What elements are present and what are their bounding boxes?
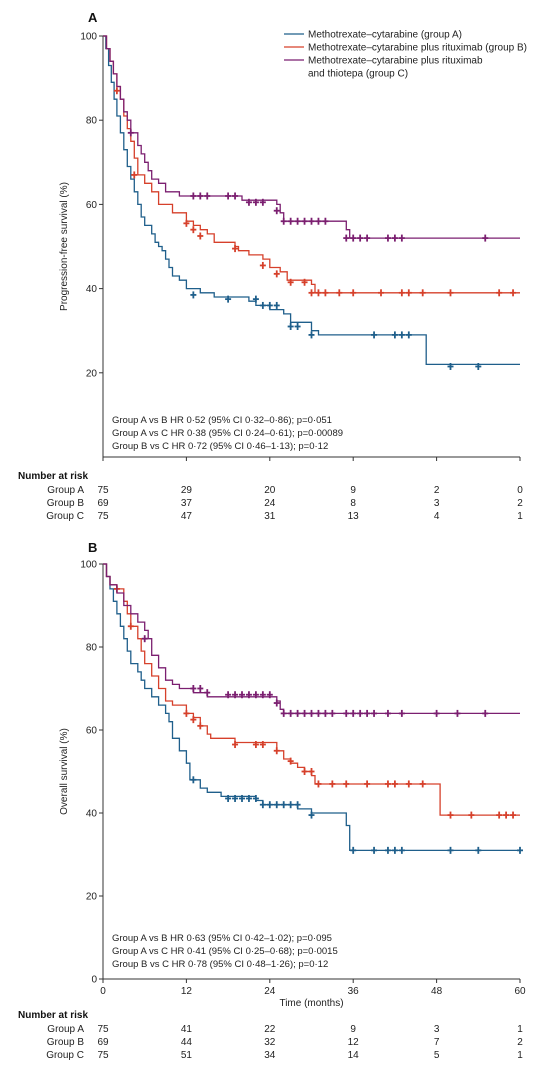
risk-value: 9 [350, 1024, 356, 1035]
risk-value: 75 [97, 1050, 109, 1061]
risk-value: 2 [517, 498, 523, 509]
risk-value: 32 [264, 1037, 276, 1048]
risk-value: 8 [350, 498, 356, 509]
risk-value: 31 [264, 511, 276, 522]
risk-table-title: Number at risk [18, 1010, 88, 1021]
survival-curve-group-C [103, 35, 520, 239]
risk-value: 4 [434, 511, 440, 522]
risk-value: 24 [264, 498, 276, 509]
risk-value: 1 [517, 1050, 523, 1061]
hazard-ratio-text: Group B vs C HR 0·78 (95% CI 0·48–1·26);… [112, 959, 328, 970]
risk-value: 1 [517, 1024, 523, 1035]
risk-value: 75 [97, 1024, 109, 1035]
risk-row-label: Group B [47, 498, 85, 509]
risk-value: 2 [434, 485, 440, 496]
y-tick-label: 20 [86, 892, 98, 903]
y-axis-title: Progression-free survival (%) [59, 182, 70, 311]
x-tick-label: 12 [181, 986, 193, 997]
risk-value: 20 [264, 485, 276, 496]
risk-value: 75 [97, 511, 109, 522]
y-tick-label: 20 [86, 368, 98, 379]
risk-table-title: Number at risk [18, 471, 88, 482]
legend-label-group-C: Methotrexate–cytarabine plus rituximab [308, 56, 483, 67]
risk-value: 7 [434, 1037, 440, 1048]
legend-label-group-B: Methotrexate–cytarabine plus rituximab (… [308, 43, 527, 54]
risk-value: 47 [181, 511, 193, 522]
panel-letter: B [88, 540, 97, 555]
risk-value: 34 [264, 1050, 276, 1061]
y-tick-label: 0 [91, 975, 97, 986]
risk-value: 3 [434, 498, 440, 509]
risk-value: 29 [181, 485, 193, 496]
risk-row-label: Group A [47, 485, 84, 496]
risk-value: 69 [97, 498, 109, 509]
legend-label-group-C: and thiotepa (group C) [308, 69, 408, 80]
hazard-ratio-text: Group A vs C HR 0·41 (95% CI 0·25–0·68);… [112, 946, 338, 957]
risk-row-label: Group C [46, 511, 84, 522]
risk-value: 3 [434, 1024, 440, 1035]
survival-curve-group-A [103, 35, 520, 366]
survival-curve-group-C [103, 563, 520, 715]
x-tick-label: 24 [264, 986, 276, 997]
risk-value: 44 [181, 1037, 193, 1048]
risk-row-label: Group C [46, 1050, 84, 1061]
y-tick-label: 60 [86, 726, 98, 737]
x-tick-label: 0 [100, 986, 106, 997]
risk-value: 1 [517, 511, 523, 522]
risk-value: 13 [348, 511, 360, 522]
risk-row-label: Group A [47, 1024, 84, 1035]
legend-label-group-A: Methotrexate–cytarabine (group A) [308, 30, 462, 41]
y-tick-label: 80 [86, 643, 98, 654]
survival-curve-group-A [103, 563, 520, 852]
x-axis-title: Time (months) [279, 998, 343, 1009]
hazard-ratio-text: Group B vs C HR 0·72 (95% CI 0·46–1·13);… [112, 441, 328, 452]
hazard-ratio-text: Group A vs B HR 0·63 (95% CI 0·42–1·02);… [112, 933, 332, 944]
y-tick-label: 100 [80, 560, 97, 571]
y-tick-label: 60 [86, 200, 98, 211]
risk-value: 9 [350, 485, 356, 496]
risk-value: 41 [181, 1024, 193, 1035]
y-tick-label: 40 [86, 809, 98, 820]
x-tick-label: 60 [514, 986, 526, 997]
x-tick-label: 36 [348, 986, 360, 997]
survival-curve-group-B [103, 563, 520, 816]
risk-value: 14 [348, 1050, 360, 1061]
risk-value: 5 [434, 1050, 440, 1061]
risk-value: 2 [517, 1037, 523, 1048]
risk-value: 22 [264, 1024, 276, 1035]
risk-value: 12 [348, 1037, 360, 1048]
risk-value: 37 [181, 498, 193, 509]
y-tick-label: 100 [80, 32, 97, 43]
x-tick-label: 48 [431, 986, 443, 997]
risk-value: 75 [97, 485, 109, 496]
risk-row-label: Group B [47, 1037, 85, 1048]
risk-value: 0 [517, 485, 523, 496]
hazard-ratio-text: Group A vs B HR 0·52 (95% CI 0·32–0·86);… [112, 415, 332, 426]
y-tick-label: 80 [86, 116, 98, 127]
hazard-ratio-text: Group A vs C HR 0·38 (95% CI 0·24–0·61);… [112, 428, 343, 439]
panel-letter: A [88, 10, 98, 25]
risk-value: 51 [181, 1050, 193, 1061]
y-tick-label: 40 [86, 284, 98, 295]
y-axis-title: Overall survival (%) [59, 728, 70, 815]
risk-value: 69 [97, 1037, 109, 1048]
